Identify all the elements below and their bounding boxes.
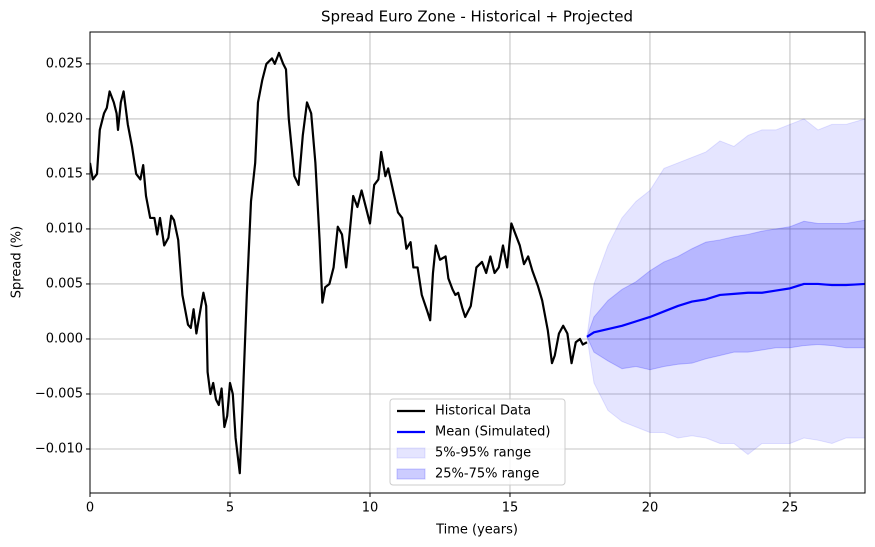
legend-box xyxy=(389,398,566,486)
series-line xyxy=(586,282,865,338)
legend-label: 25%-75% range xyxy=(435,467,539,482)
chart-title: Spread Euro Zone - Historical + Projecte… xyxy=(321,8,633,26)
legend-swatch xyxy=(396,468,426,480)
x-tick-label: 15 xyxy=(502,501,519,516)
legend-label: Historical Data xyxy=(435,404,531,419)
y-axis-label: Spread (%) xyxy=(10,226,25,298)
band-area xyxy=(586,118,865,456)
x-tick-label: 0 xyxy=(86,501,94,516)
y-tick-label: 0.025 xyxy=(46,56,83,71)
grid xyxy=(89,32,865,493)
axes-frame xyxy=(89,31,866,494)
legend-label: Mean (Simulated) xyxy=(435,425,550,440)
x-tick-label: 5 xyxy=(226,501,234,516)
y-tick-label: 0.005 xyxy=(46,276,83,291)
x-axis-label: Time (years) xyxy=(435,523,518,538)
legend: Historical Data Mean (Simulated) 5%-95% ra… xyxy=(389,398,566,486)
legend-swatch xyxy=(396,447,426,459)
y-tick-label: 0.000 xyxy=(46,331,83,346)
y-tick-label: 0.010 xyxy=(46,221,83,236)
y-tick-label: 0.015 xyxy=(46,166,83,181)
x-tick-label: 10 xyxy=(362,501,379,516)
x-tick-label: 20 xyxy=(642,501,659,516)
series-line xyxy=(90,51,588,475)
axes: 0 5 10 15 20 25 −0.010 −0.005 0.000 0.005 0.010 0.0… xyxy=(35,56,798,515)
plot-area xyxy=(90,51,865,475)
legend-label: 5%-95% range xyxy=(435,446,531,461)
y-tick-label: 0.020 xyxy=(46,111,83,126)
y-tick-label: −0.010 xyxy=(35,441,83,456)
y-tick-label: −0.005 xyxy=(35,386,83,401)
x-tick-label: 25 xyxy=(782,501,799,516)
